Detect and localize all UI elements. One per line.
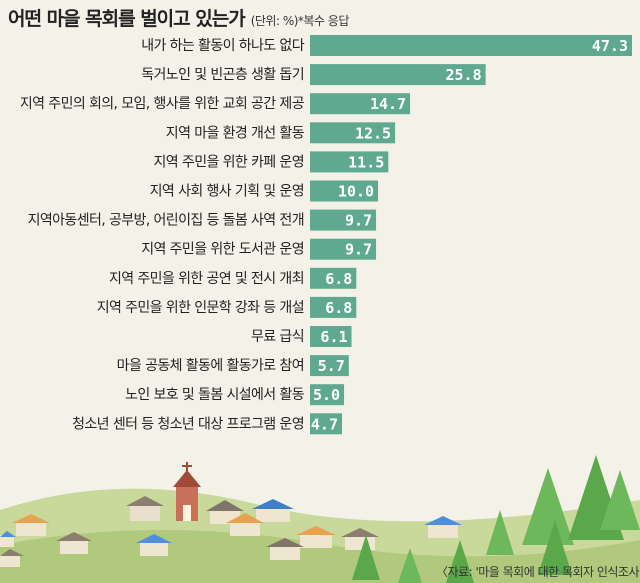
bar [310,35,632,56]
bar [310,209,377,231]
bar [310,238,377,260]
value-label: 12.5 [355,124,391,142]
value-label: 5.0 [313,386,340,404]
bar [310,326,352,347]
category-label: 내가 하는 활동이 하나도 없다 [141,38,304,54]
category-label: 지역 주민을 위한 도서관 운영 [141,242,304,258]
bar [310,384,345,406]
value-label: 4.7 [311,415,338,433]
church [173,462,201,521]
chart-title: 어떤 마을 목회를 벌이고 있는가 [8,8,246,30]
value-label: 25.8 [446,66,482,84]
bar [310,122,396,144]
value-label: 9.7 [345,241,372,259]
bar [310,93,411,115]
category-label: 지역 마을 환경 개선 활동 [166,125,305,141]
bar [310,413,342,435]
value-label: 10.0 [338,183,374,201]
value-label: 6.8 [325,299,352,317]
value-label: 6.8 [325,270,352,288]
category-label: 지역 주민을 위한 공연 및 전시 개최 [109,271,304,287]
bar [310,355,349,377]
village-scenery [0,455,640,583]
category-label: 독거노인 및 빈곤층 생활 돕기 [141,67,304,83]
category-label: 노인 보호 및 돌봄 시설에서 활동 [125,387,305,403]
bar [310,267,357,289]
value-label: 11.5 [348,153,384,171]
bar [310,151,389,173]
value-label: 14.7 [370,95,406,113]
category-label: 지역 주민을 위한 인문학 강좌 등 개설 [97,300,304,316]
value-label: 6.1 [320,328,347,346]
source-note: 〈자료: '마을 목회에 대한 목회자 인식조사'〉 [436,565,640,579]
value-label: 5.7 [318,357,345,375]
unit-note: (단위: %)*복수 응답 [250,14,350,28]
bars-group: 내가 하는 활동이 하나도 없다 47.3 독거노인 및 빈곤층 생활 돕기 25.8… [20,35,632,435]
category-label: 지역아동센터, 공부방, 어린이집 등 돌봄 사역 전개 [28,213,304,229]
houses [0,496,462,567]
bar [310,64,486,86]
value-label: 47.3 [592,37,628,55]
category-label: 지역 주민을 위한 카페 운영 [154,154,304,170]
category-label: 지역 주민의 회의, 모임, 행사를 위한 교회 공간 제공 [20,96,305,112]
category-label: 마을 공동체 활동에 활동가로 참여 [117,358,304,374]
value-label: 9.7 [345,212,372,230]
bar [310,296,357,318]
trees [352,455,640,583]
chart-header: 어떤 마을 목회를 벌이고 있는가 (단위: %)*복수 응답 [8,4,349,30]
category-label: 무료 급식 [251,329,304,345]
category-label: 청소년 센터 등 청소년 대상 프로그램 운영 [72,416,304,432]
bar [310,180,379,202]
category-label: 지역 사회 행사 기획 및 운영 [150,184,304,200]
